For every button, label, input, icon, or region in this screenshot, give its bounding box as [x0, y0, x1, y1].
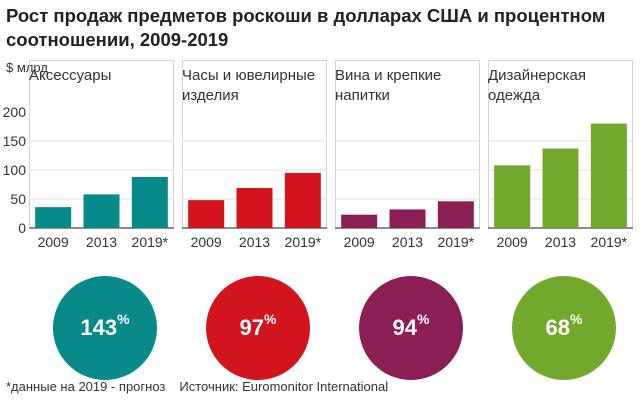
growth-value: 143 — [80, 315, 118, 340]
y-tick-label: 150 — [2, 133, 26, 149]
bar — [590, 123, 627, 228]
bar — [389, 209, 426, 228]
bar — [437, 201, 474, 228]
growth-circle-wines-spirits: 94% — [359, 276, 463, 380]
panel-plot: 2009 2013 2019* — [182, 60, 327, 250]
footnote: *данные на 2019 - прогноз — [6, 379, 166, 394]
bar — [35, 207, 72, 228]
bar — [341, 214, 378, 228]
x-tick-label: 2013 — [86, 234, 117, 250]
chart-title: Рост продаж предметов роскоши в долларах… — [6, 5, 606, 50]
bar — [236, 187, 273, 228]
growth-circle-designer-clothing: 68% — [512, 276, 616, 380]
growth-value: 94 — [392, 315, 418, 340]
x-tick-label: 2019* — [591, 234, 628, 250]
x-tick-label: 2013 — [392, 234, 423, 250]
x-tick-label: 2013 — [239, 234, 270, 250]
panel-plot: 2009 2013 2019* — [488, 60, 633, 250]
x-tick-label: 2019* — [132, 234, 169, 250]
x-tick-label: 2009 — [38, 234, 69, 250]
y-tick-label: 50 — [10, 191, 26, 207]
x-tick-label: 2013 — [545, 234, 576, 250]
panel-designer-clothing: 2009 2013 2019* Дизайнерская одежда — [488, 60, 633, 260]
y-axis-unit: $ млрд — [6, 60, 48, 75]
x-tick-label: 2009 — [497, 234, 528, 250]
bar — [284, 172, 321, 228]
y-tick-label: 100 — [2, 162, 26, 178]
panel-wines-spirits: 2009 2013 2019* Вина и крепкие напитки — [335, 60, 480, 260]
x-tick-label: 2019* — [285, 234, 322, 250]
panel-label: Вина и крепкие напитки — [335, 67, 442, 104]
bar — [188, 200, 225, 228]
growth-circle-accessories: 143% — [53, 276, 157, 380]
bar — [83, 194, 120, 228]
panel-plot: 2009 2013 2019* — [335, 60, 480, 250]
source-note: Источник: Euromonitor International — [179, 379, 389, 394]
growth-percent-sign: % — [570, 311, 583, 327]
y-tick-label: 200 — [2, 104, 26, 120]
growth-percent-sign: % — [264, 311, 277, 327]
footer: *данные на 2019 - прогноз Источник: Eurom… — [6, 379, 402, 394]
growth-value: 97 — [239, 315, 265, 340]
growth-circle-watches-jewelry: 97% — [206, 276, 310, 380]
bar — [131, 176, 168, 228]
x-tick-label: 2009 — [191, 234, 222, 250]
panel-watches-jewelry: 2009 2013 2019* Часы и ювелирные изделия — [182, 60, 327, 260]
panel-accessories: 2009 2013 2019* Аксессуары — [29, 60, 174, 260]
panel-plot: 2009 2013 2019* — [29, 60, 174, 250]
panel-label: Аксессуары — [29, 67, 112, 84]
y-tick-label: 0 — [18, 220, 26, 236]
panel-label: Дизайнерская одежда — [488, 67, 586, 104]
panel-label: Часы и ювелирные изделия — [182, 67, 316, 104]
x-tick-label: 2019* — [438, 234, 475, 250]
bar — [542, 148, 579, 228]
x-tick-label: 2009 — [344, 234, 375, 250]
growth-value: 68 — [545, 315, 571, 340]
bar — [494, 165, 531, 228]
growth-percent-sign: % — [417, 311, 430, 327]
growth-percent-sign: % — [117, 311, 130, 327]
